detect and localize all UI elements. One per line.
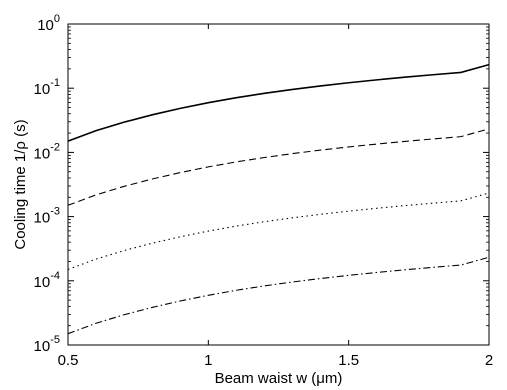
y-tick-label: 10-1 xyxy=(34,77,60,98)
y-tick-label: 10-4 xyxy=(34,270,60,291)
tick-labels: 0.5 1 1.5 2 10-5 10-4 10-3 10-2 10-1 100 xyxy=(34,13,494,369)
axis-ticks xyxy=(67,23,490,346)
y-tick-label: 10-3 xyxy=(34,206,60,227)
plot-frame xyxy=(67,23,490,346)
plot-area xyxy=(67,63,490,335)
y-tick-label: 10-2 xyxy=(34,141,60,162)
series-line-dashed xyxy=(67,128,490,206)
series-line-dotted xyxy=(67,192,490,271)
x-tick-label: 0.5 xyxy=(58,352,79,369)
x-tick-label: 1.5 xyxy=(338,352,359,369)
y-tick-label: 100 xyxy=(37,13,60,34)
x-tick-label: 2 xyxy=(485,352,493,369)
y-axis-label: Cooling time 1/ρ (s) xyxy=(12,119,29,249)
x-axis-label: Beam waist w (μm) xyxy=(215,370,343,387)
y-tick-label: 10-5 xyxy=(34,334,60,355)
series-line-dashdot xyxy=(67,256,490,335)
x-tick-label: 1 xyxy=(204,352,212,369)
series-line-solid xyxy=(67,63,490,142)
